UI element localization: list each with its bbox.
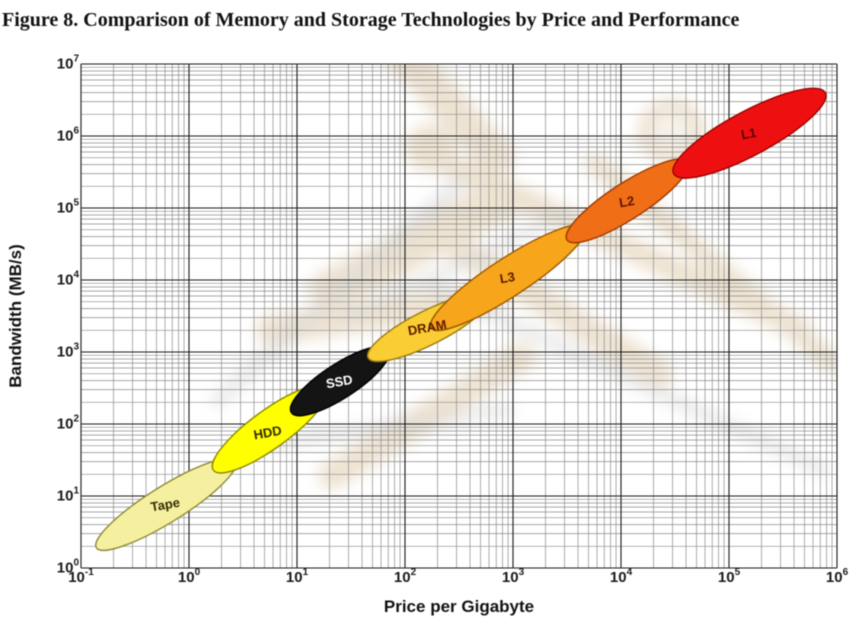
svg-text:L3: L3 [499, 269, 517, 286]
svg-text:L2: L2 [618, 193, 636, 210]
svg-text:L1: L1 [740, 125, 758, 142]
